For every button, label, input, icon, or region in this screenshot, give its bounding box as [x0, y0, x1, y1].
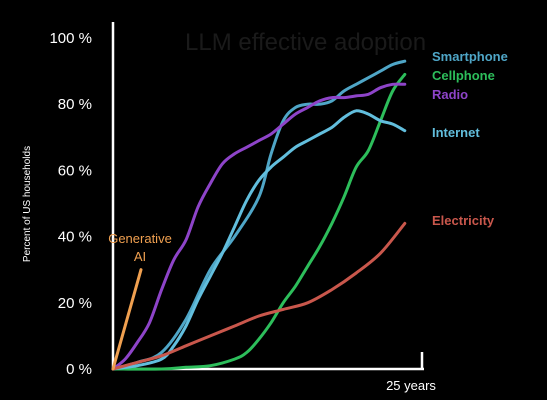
- y-tick-label: 0 %: [66, 361, 92, 378]
- series-line-smartphone: [111, 59, 407, 371]
- series-line-cellphone: [111, 72, 407, 371]
- y-tick-labels: 0 % 20 % 40 % 60 % 80 % 100 %: [49, 30, 92, 378]
- y-tick-label: 80 %: [58, 96, 92, 113]
- series-label-internet: Internet: [432, 125, 480, 140]
- series-lines: [111, 59, 407, 371]
- series-line-electricity: [111, 221, 407, 371]
- series-label-radio: Radio: [432, 87, 468, 102]
- y-tick-label: 40 %: [58, 229, 92, 246]
- y-tick-label: 60 %: [58, 162, 92, 179]
- y-tick-label: 20 %: [58, 295, 92, 312]
- y-axis-label: Percent of US households: [22, 146, 33, 262]
- series-line-internet: [111, 109, 407, 371]
- chart-watermark: LLM effective adoption: [185, 29, 426, 56]
- series-line-generative-ai: [111, 268, 143, 371]
- series-line-radio: [111, 82, 407, 371]
- series-label-cellphone: Cellphone: [432, 68, 495, 83]
- series-label-smartphone: Smartphone: [432, 49, 508, 64]
- series-label-electricity: Electricity: [432, 213, 495, 228]
- series-labels: Smartphone Cellphone Radio Internet Electric…: [108, 49, 508, 264]
- x-axis-end-label: 25 years: [386, 378, 436, 393]
- series-label-generative-ai: Generative AI: [108, 231, 172, 264]
- y-tick-label: 100 %: [49, 30, 92, 47]
